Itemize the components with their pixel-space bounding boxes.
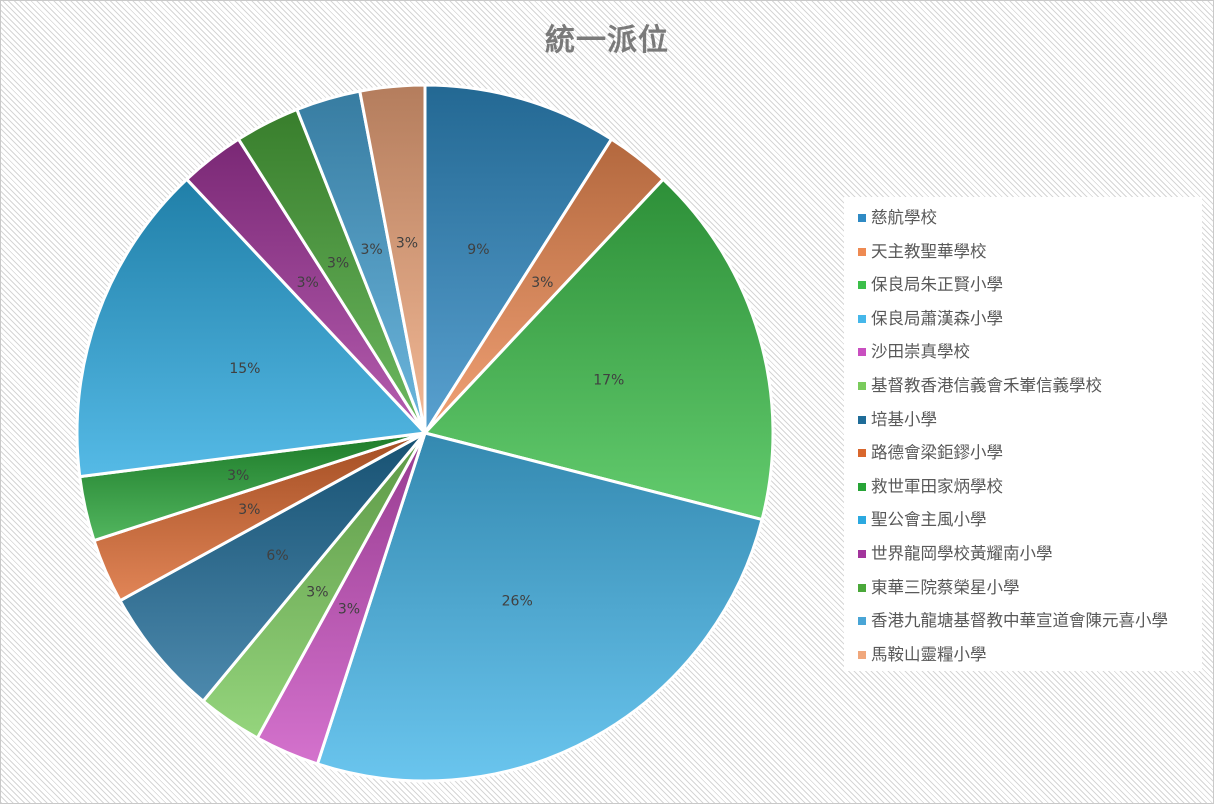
slice-data-label: 3%: [306, 584, 328, 600]
slice-data-label: 3%: [531, 275, 553, 291]
legend-swatch: [858, 281, 866, 290]
legend-label: 保良局蕭漢森小學: [871, 308, 1003, 328]
legend-swatch: [858, 247, 866, 256]
legend-item: 保良局朱正賢小學: [844, 268, 1202, 302]
legend-item: 基督教香港信義會禾輋信義學校: [844, 369, 1202, 403]
chart-legend: 慈航學校天主教聖華學校 保良局朱正賢小學 保良局蕭漢森小學 沙田崇真學校基督教香港信義…: [844, 197, 1202, 671]
legend-item: 培基小學: [844, 403, 1202, 437]
legend-label: 保良局朱正賢小學: [871, 275, 1003, 295]
legend-label: 救世軍田家炳學校: [871, 476, 1003, 496]
legend-label: 東華三院蔡榮星小學: [871, 577, 1020, 597]
legend-swatch: [858, 549, 866, 558]
legend-item: 慈航學校: [844, 201, 1202, 235]
legend-label: 世界龍岡學校黃耀南小學: [871, 543, 1053, 563]
pie-slice: [423, 177, 775, 522]
legend-item: 香港九龍塘基督教中華宣道會陳元喜小學: [844, 604, 1202, 638]
legend-item: 東華三院蔡榮星小學: [844, 571, 1202, 605]
pie-slice: [118, 431, 427, 703]
legend-item: 世界龍岡學校黃耀南小學: [844, 537, 1202, 571]
pie-slice: [358, 83, 427, 435]
legend-swatch: [858, 214, 866, 222]
slice-data-label: 17%: [593, 373, 624, 389]
legend-swatch: [858, 516, 866, 525]
slice-data-label: 15%: [229, 361, 260, 377]
legend-label: 馬鞍山靈糧小學: [871, 644, 987, 664]
legend-item: 天主教聖華學校: [844, 235, 1202, 269]
slice-data-label: 3%: [396, 235, 418, 251]
legend-swatch: [858, 314, 866, 323]
legend-label: 天主教聖華學校: [871, 241, 987, 261]
pie-slice: [423, 83, 613, 435]
legend-item: 保良局蕭漢森小學: [844, 302, 1202, 336]
legend-swatch: [858, 482, 866, 491]
legend-label: 聖公會主風小學: [871, 510, 987, 530]
legend-label: 路德會梁鉅鏐小學: [871, 443, 1003, 463]
slice-data-label: 26%: [502, 594, 533, 610]
slice-data-label: 6%: [266, 548, 288, 564]
legend-swatch: [858, 617, 866, 626]
slice-data-label: 3%: [338, 602, 360, 618]
legend-swatch: [858, 381, 866, 390]
slice-data-label: 3%: [360, 242, 382, 258]
slice-data-label: 3%: [297, 275, 319, 291]
slice-data-label: 9%: [467, 242, 489, 258]
slice-data-label: 3%: [327, 255, 349, 271]
legend-label: 慈航學校: [871, 208, 937, 227]
slice-data-label: 3%: [238, 502, 260, 518]
legend-item: 馬鞍山靈糧小學: [844, 638, 1202, 672]
legend-label: 香港九龍塘基督教中華宣道會陳元喜小學: [871, 611, 1168, 631]
legend-swatch: [858, 348, 866, 357]
legend-label: 培基小學: [871, 409, 937, 429]
legend-item: 聖公會主風小學: [844, 503, 1202, 537]
legend-swatch: [858, 650, 866, 659]
pie-slice: [315, 431, 764, 783]
legend-item: 救世軍田家炳學校: [844, 470, 1202, 504]
slice-data-label: 3%: [227, 468, 249, 484]
legend-label: 沙田崇真學校: [871, 342, 970, 362]
legend-item: 沙田崇真學校: [844, 335, 1202, 369]
legend-swatch: [858, 415, 866, 424]
pie-slice: [75, 177, 427, 479]
legend-item: 路德會梁鉅鏐小學: [844, 436, 1202, 470]
legend-label: 基督教香港信義會禾輋信義學校: [871, 375, 1102, 395]
legend-swatch: [858, 583, 866, 592]
legend-swatch: [858, 449, 866, 458]
chart-title: 統一派位: [545, 23, 669, 58]
